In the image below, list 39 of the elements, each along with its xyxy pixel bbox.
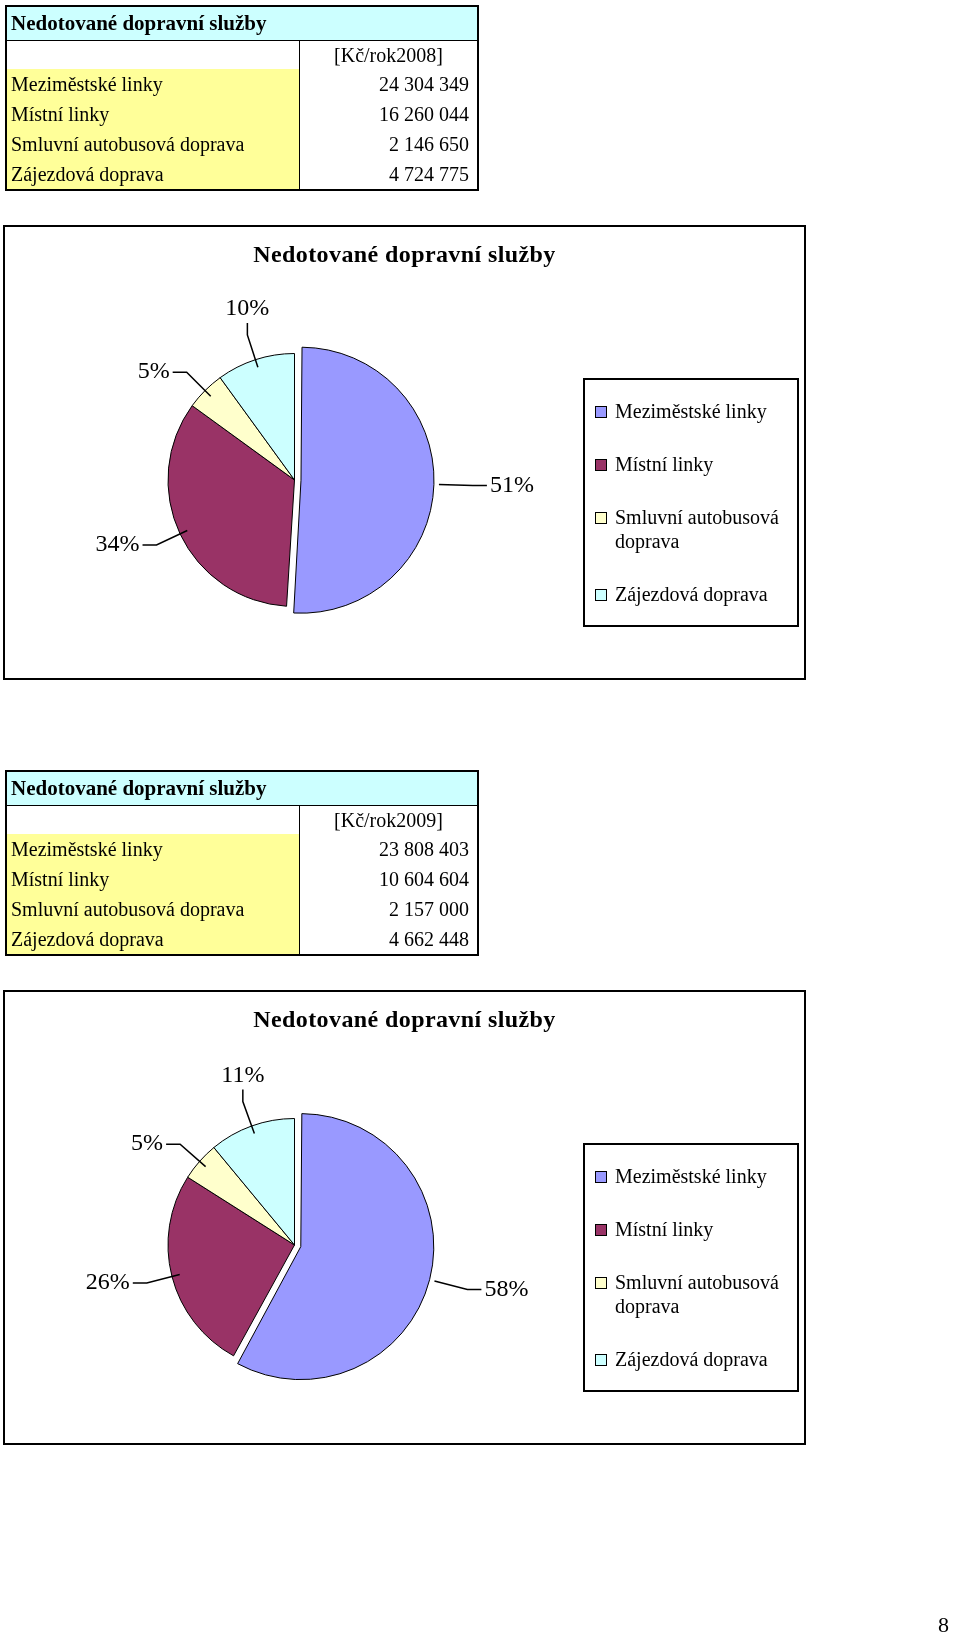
data-label: 10% [225, 294, 270, 321]
data-label: 5% [131, 1129, 164, 1156]
legend-label: Smluvní autobusová doprava [615, 505, 780, 554]
data-label: 2 157 000 [388, 897, 470, 922]
data-label: 4 662 448 [388, 927, 470, 952]
data-label: 4 724 775 [388, 162, 470, 187]
data-label: 58% [484, 1274, 529, 1301]
legend-label: Meziměstské linky [615, 398, 767, 423]
text: Nedotované dopravní služby [7, 772, 477, 806]
category-label: Smluvní autobusová doprava [7, 894, 300, 924]
category-label: Místní linky [7, 864, 300, 894]
data-label: 10 604 604 [378, 867, 470, 892]
category-label: Meziměstské linky [7, 69, 300, 99]
legend-label: Místní linky [615, 451, 714, 476]
text: [Kč/rok2008] [333, 43, 444, 68]
legend-label: Meziměstské linky [615, 1163, 767, 1188]
legend-label: Místní linky [615, 1216, 714, 1241]
data-label: 23 808 403 [378, 837, 470, 862]
data-label: 2 146 650 [388, 132, 470, 157]
data-label: 51% [489, 470, 534, 497]
legend-label: Zájezdová doprava [615, 1347, 768, 1372]
data-label: 11% [221, 1060, 265, 1087]
data-label: 24 304 349 [378, 72, 470, 97]
category-label: Zájezdová doprava [7, 159, 300, 189]
text: Nedotované dopravní služby [7, 7, 477, 41]
category-label: Smluvní autobusová doprava [7, 129, 300, 159]
category-label: Zájezdová doprava [7, 924, 300, 954]
data-label: 16 260 044 [378, 102, 470, 127]
chart-title: Nedotované dopravní služby [252, 241, 557, 268]
data-label: 34% [95, 530, 140, 557]
data-label: 5% [137, 357, 170, 384]
category-label: Místní linky [7, 99, 300, 129]
text: 8 [938, 1612, 949, 1638]
data-label: 26% [85, 1268, 130, 1295]
category-label: Meziměstské linky [7, 834, 300, 864]
text: [Kč/rok2009] [333, 808, 444, 833]
chart-title: Nedotované dopravní služby [252, 1006, 557, 1033]
legend-label: Zájezdová doprava [615, 582, 768, 607]
legend-label: Smluvní autobusová doprava [615, 1270, 780, 1319]
